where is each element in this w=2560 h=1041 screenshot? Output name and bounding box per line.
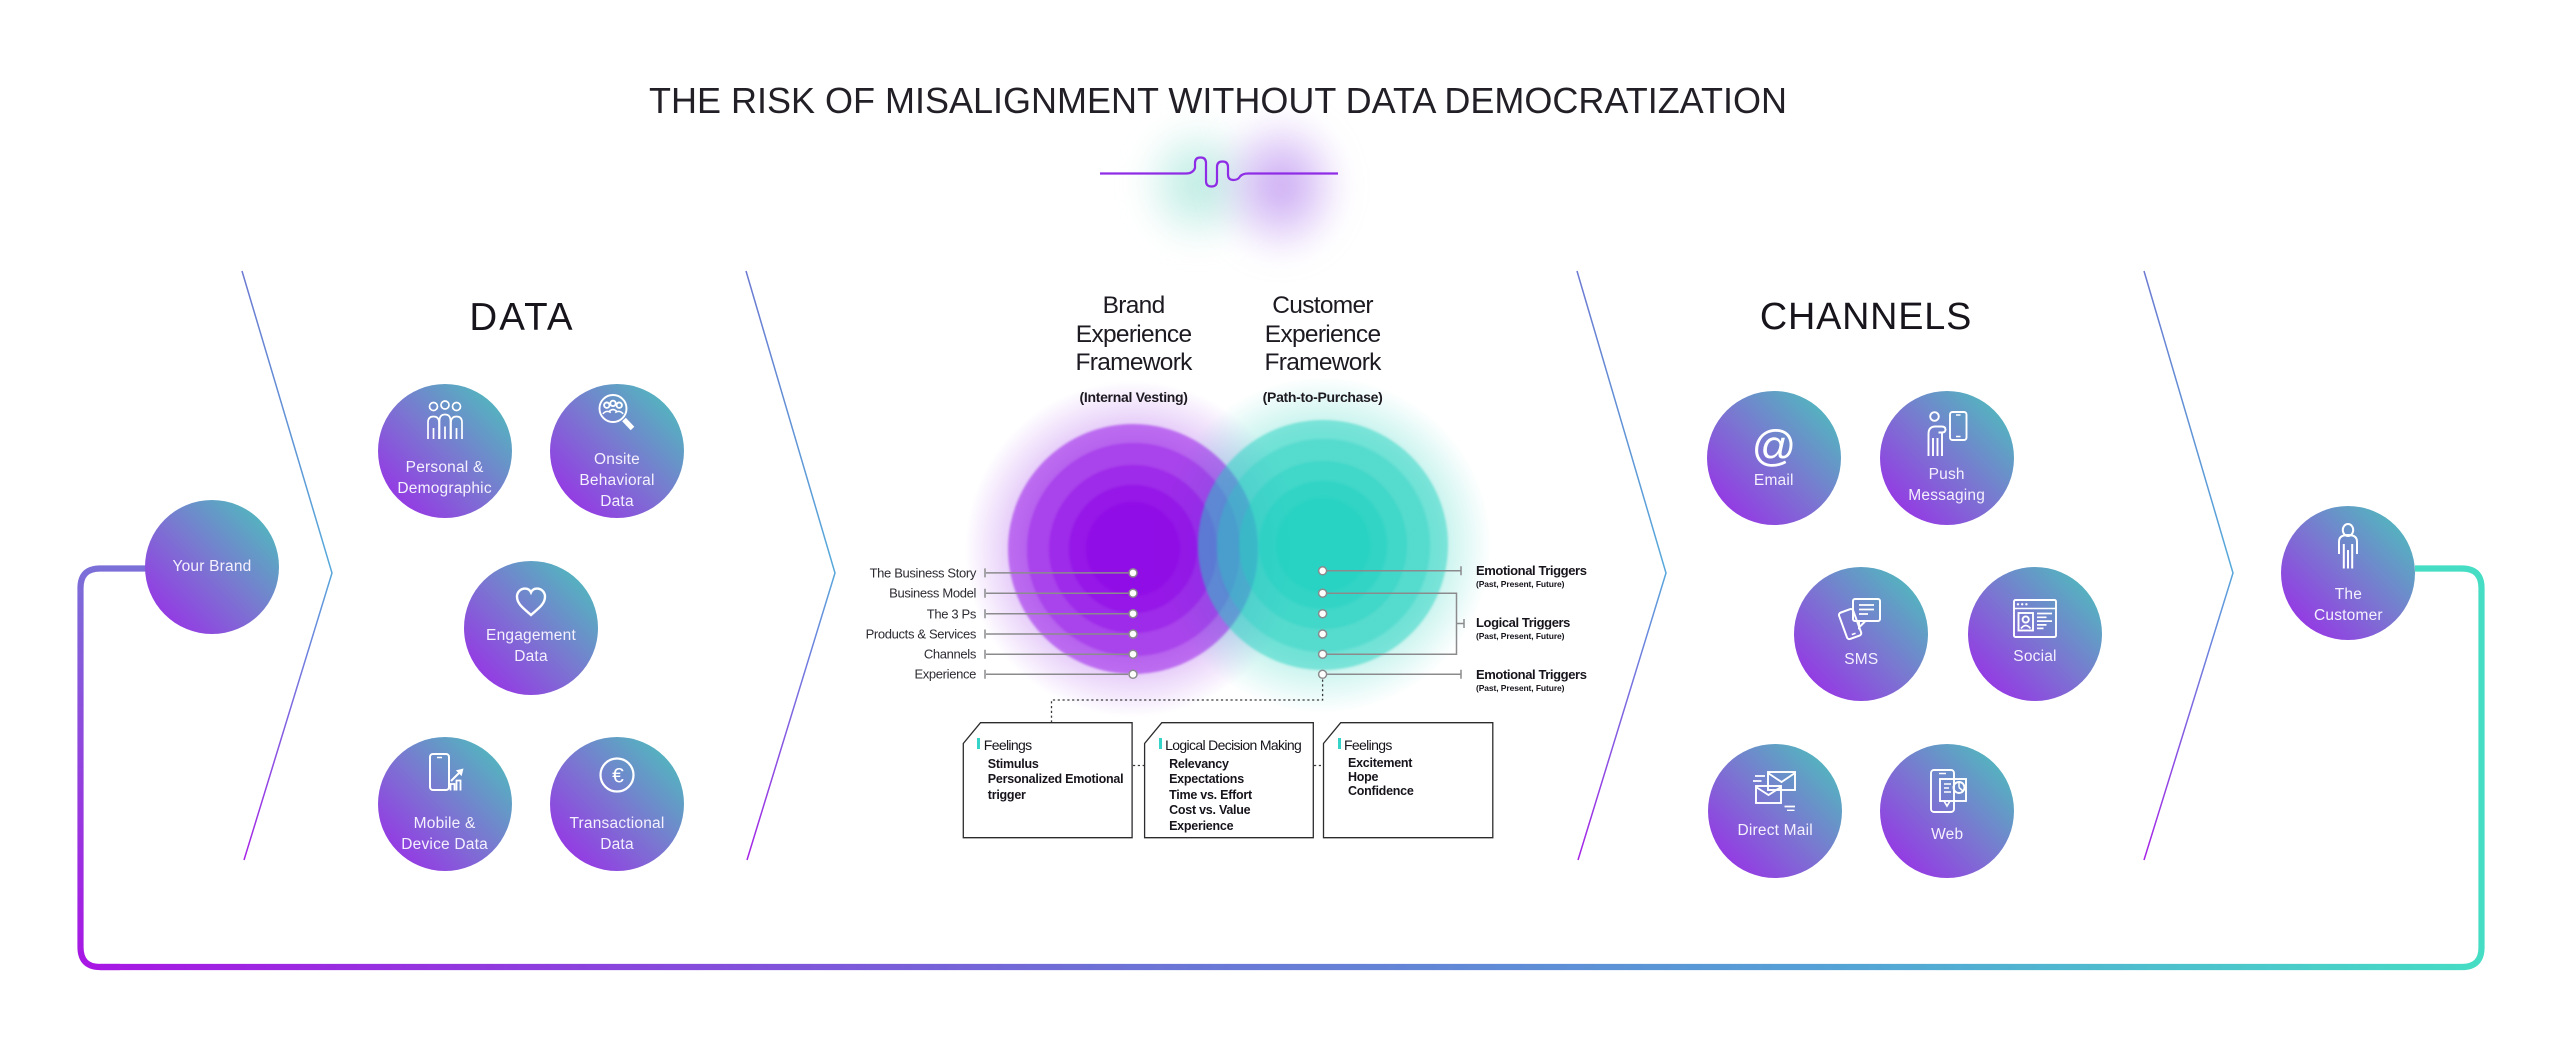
svg-text:@: @: [1752, 424, 1796, 468]
svg-text:€: €: [612, 765, 624, 788]
